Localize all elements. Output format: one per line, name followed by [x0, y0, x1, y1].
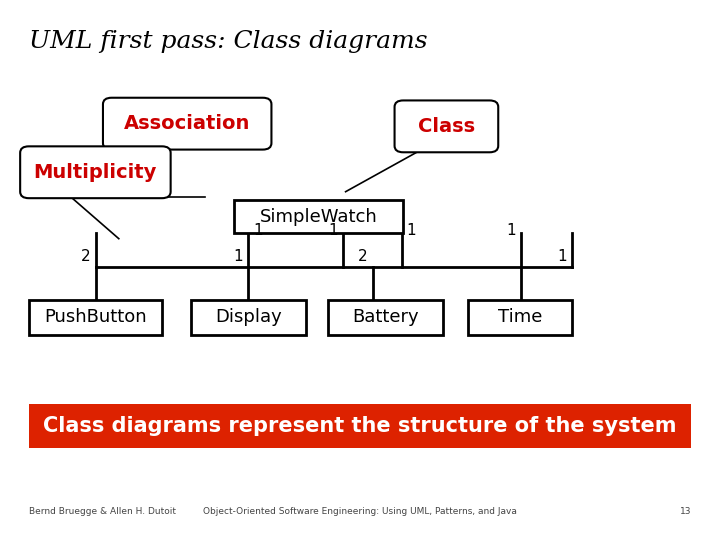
Text: Display: Display — [215, 308, 282, 326]
Text: Class diagrams represent the structure of the system: Class diagrams represent the structure o… — [43, 416, 677, 436]
Text: 13: 13 — [680, 507, 691, 516]
Text: 1: 1 — [558, 248, 567, 264]
Text: 1: 1 — [234, 248, 243, 264]
Text: 1: 1 — [253, 222, 263, 238]
Text: 2: 2 — [358, 248, 367, 264]
Text: UML first pass: Class diagrams: UML first pass: Class diagrams — [29, 30, 428, 53]
Text: Bernd Bruegge & Allen H. Dutoit: Bernd Bruegge & Allen H. Dutoit — [29, 507, 176, 516]
Text: SimpleWatch: SimpleWatch — [260, 207, 377, 226]
Text: 1: 1 — [506, 222, 516, 238]
Bar — [191, 300, 306, 335]
Bar — [234, 200, 403, 233]
Bar — [29, 300, 162, 335]
Text: Battery: Battery — [352, 308, 418, 326]
Bar — [328, 300, 443, 335]
Text: Time: Time — [498, 308, 542, 326]
Text: Object-Oriented Software Engineering: Using UML, Patterns, and Java: Object-Oriented Software Engineering: Us… — [203, 507, 517, 516]
Text: Class: Class — [418, 117, 475, 136]
FancyBboxPatch shape — [395, 100, 498, 152]
Text: 2: 2 — [81, 248, 91, 264]
FancyBboxPatch shape — [20, 146, 171, 198]
Text: Multiplicity: Multiplicity — [34, 163, 157, 182]
Text: 1: 1 — [329, 222, 338, 238]
Text: 1: 1 — [407, 222, 416, 238]
FancyBboxPatch shape — [103, 98, 271, 150]
Text: Association: Association — [124, 114, 251, 133]
Bar — [468, 300, 572, 335]
Text: PushButton: PushButton — [44, 308, 147, 326]
Bar — [29, 404, 691, 448]
